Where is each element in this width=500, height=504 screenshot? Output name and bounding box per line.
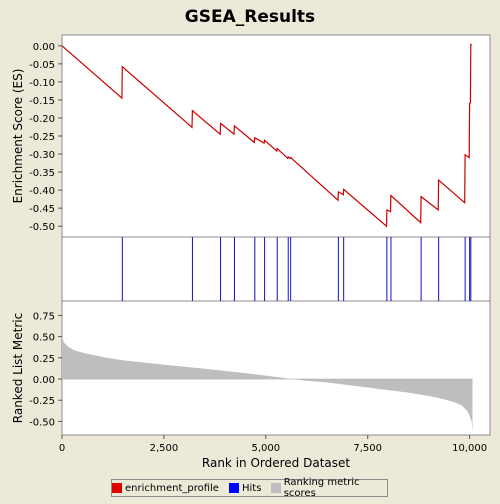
es-tick-label: -0.40	[29, 186, 55, 197]
chart-title: GSEA_Results	[185, 7, 315, 27]
es-tick-label: 0.00	[33, 42, 55, 53]
es-tick-label: -0.20	[29, 114, 55, 125]
legend-swatch-enrichment	[112, 483, 122, 493]
x-axis: 0 2,500 5,000 7,500 10,000	[59, 435, 487, 454]
es-tick-label: -0.25	[29, 132, 55, 143]
es-tick-label: -0.05	[29, 60, 55, 71]
ranking-tick-label: 0.75	[33, 311, 55, 322]
ranking-tick-label: 0.25	[33, 354, 55, 365]
enrichment-plot-area	[61, 34, 491, 238]
legend: enrichment_profile Hits Ranking metric s…	[111, 477, 388, 499]
es-axis: 0.00 -0.05 -0.10 -0.15 -0.20 -0.25 -0.30 -0.35 -…	[29, 42, 62, 233]
es-tick-label: -0.50	[29, 222, 55, 233]
legend-label-ranking: Ranking metric scores	[283, 477, 360, 499]
es-tick-label: -0.30	[29, 150, 55, 161]
es-tick-label: -0.15	[29, 96, 55, 107]
x-tick-label: 2,500	[150, 443, 179, 454]
es-tick-label: -0.35	[29, 168, 55, 179]
ranking-metric-area	[62, 336, 473, 433]
x-tick-label: 10,000	[452, 443, 487, 454]
ranking-axis: 0.75 0.50 0.25 0.00 -0.25 -0.50	[29, 311, 62, 428]
hits-plot-area	[61, 236, 491, 302]
ranking-tick-label: -0.25	[29, 396, 55, 407]
legend-item-ranking: Ranking metric scores	[271, 477, 387, 499]
legend-item-hits: Hits	[228, 482, 262, 494]
legend-swatch-hits	[228, 483, 239, 493]
legend-item-enrichment: enrichment_profile	[112, 483, 219, 494]
es-tick-label: -0.45	[29, 204, 55, 215]
es-axis-label: Enrichment Score (ES)	[11, 69, 25, 204]
x-tick-label: 7,500	[353, 443, 382, 454]
ranking-tick-label: 0.50	[33, 333, 55, 344]
ranking-tick-label: 0.00	[33, 375, 55, 386]
ranking-axis-label: Ranked List Metric	[11, 313, 25, 423]
enrichment-profile	[61, 43, 472, 228]
hits-barcode	[121, 237, 472, 301]
x-tick-label: 5,000	[251, 443, 280, 454]
legend-label-hits: Hits	[241, 482, 262, 494]
legend-label-enrichment: enrichment_profile	[125, 482, 219, 494]
legend-swatch-ranking	[271, 483, 281, 493]
enrichment-profile-line	[61, 43, 472, 228]
ranking-tick-label: -0.50	[29, 417, 55, 428]
ranking-metric-fill	[62, 336, 473, 433]
x-axis-label: Rank in Ordered Dataset	[202, 456, 350, 470]
x-tick-label: 0	[59, 443, 65, 454]
es-tick-label: -0.10	[29, 78, 55, 89]
